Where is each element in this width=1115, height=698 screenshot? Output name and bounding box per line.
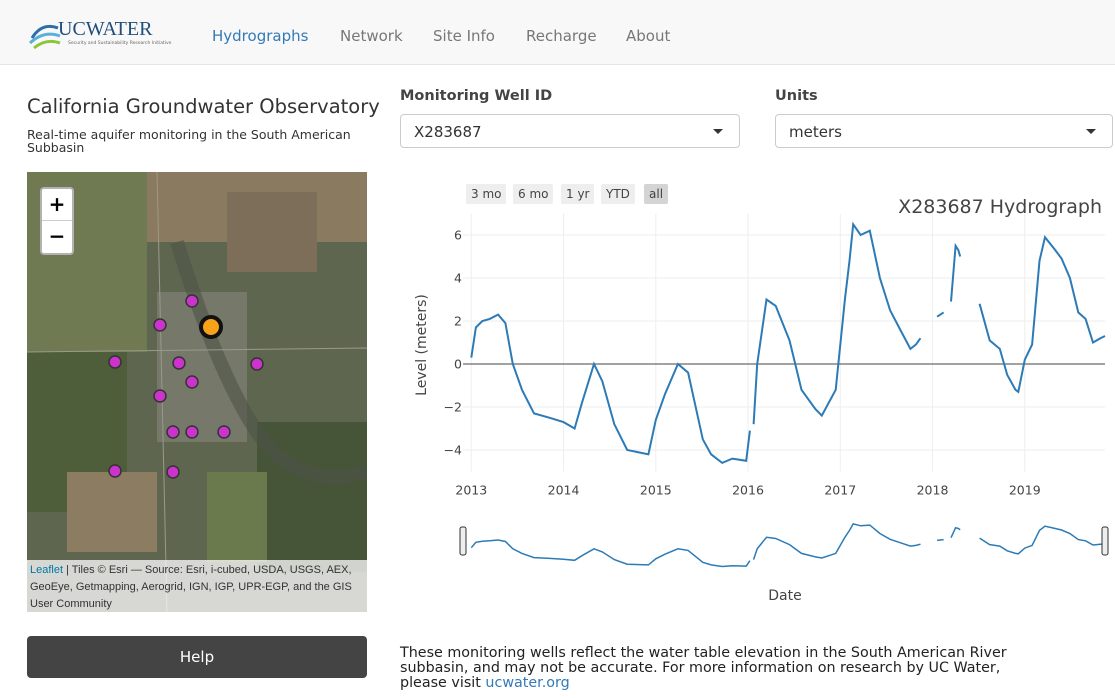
range-slider-line bbox=[754, 524, 921, 560]
y-tick-label: −2 bbox=[444, 400, 462, 415]
x-tick-label: 2019 bbox=[1009, 483, 1041, 498]
data-line bbox=[980, 237, 1105, 392]
hydrograph-chart: X283687 Hydrograph Date Level (meters) 2… bbox=[0, 0, 1115, 620]
x-tick-label: 2017 bbox=[824, 483, 856, 498]
footer-link[interactable]: ucwater.org bbox=[485, 675, 569, 691]
data-line bbox=[937, 312, 944, 316]
range-slider-handle[interactable] bbox=[460, 527, 466, 555]
data-line bbox=[754, 224, 921, 424]
range-slider-line bbox=[951, 528, 960, 538]
x-tick-label: 2018 bbox=[917, 483, 949, 498]
footer-note: These monitoring wells reflect the water… bbox=[400, 646, 1015, 691]
y-tick-label: 4 bbox=[454, 271, 462, 286]
help-button[interactable]: Help bbox=[27, 636, 367, 678]
x-tick-label: 2016 bbox=[732, 483, 764, 498]
data-line bbox=[471, 315, 750, 463]
range-slider-line bbox=[471, 540, 750, 567]
x-tick-label: 2015 bbox=[640, 483, 672, 498]
y-tick-label: −4 bbox=[444, 443, 462, 458]
page: UCWATER Security and Sustainability Rese… bbox=[0, 0, 1115, 698]
range-slider-line bbox=[937, 540, 944, 541]
x-axis-label: Date bbox=[768, 588, 801, 604]
y-tick-label: 0 bbox=[454, 357, 462, 372]
data-line bbox=[951, 246, 960, 302]
chart-title: X283687 Hydrograph bbox=[898, 196, 1102, 218]
x-tick-label: 2013 bbox=[455, 483, 487, 498]
y-tick-label: 6 bbox=[454, 228, 462, 243]
x-tick-label: 2014 bbox=[548, 483, 580, 498]
y-axis-label: Level (meters) bbox=[414, 294, 430, 396]
range-slider-handle[interactable] bbox=[1102, 527, 1108, 555]
range-slider-line bbox=[980, 526, 1105, 554]
y-tick-label: 2 bbox=[454, 314, 462, 329]
